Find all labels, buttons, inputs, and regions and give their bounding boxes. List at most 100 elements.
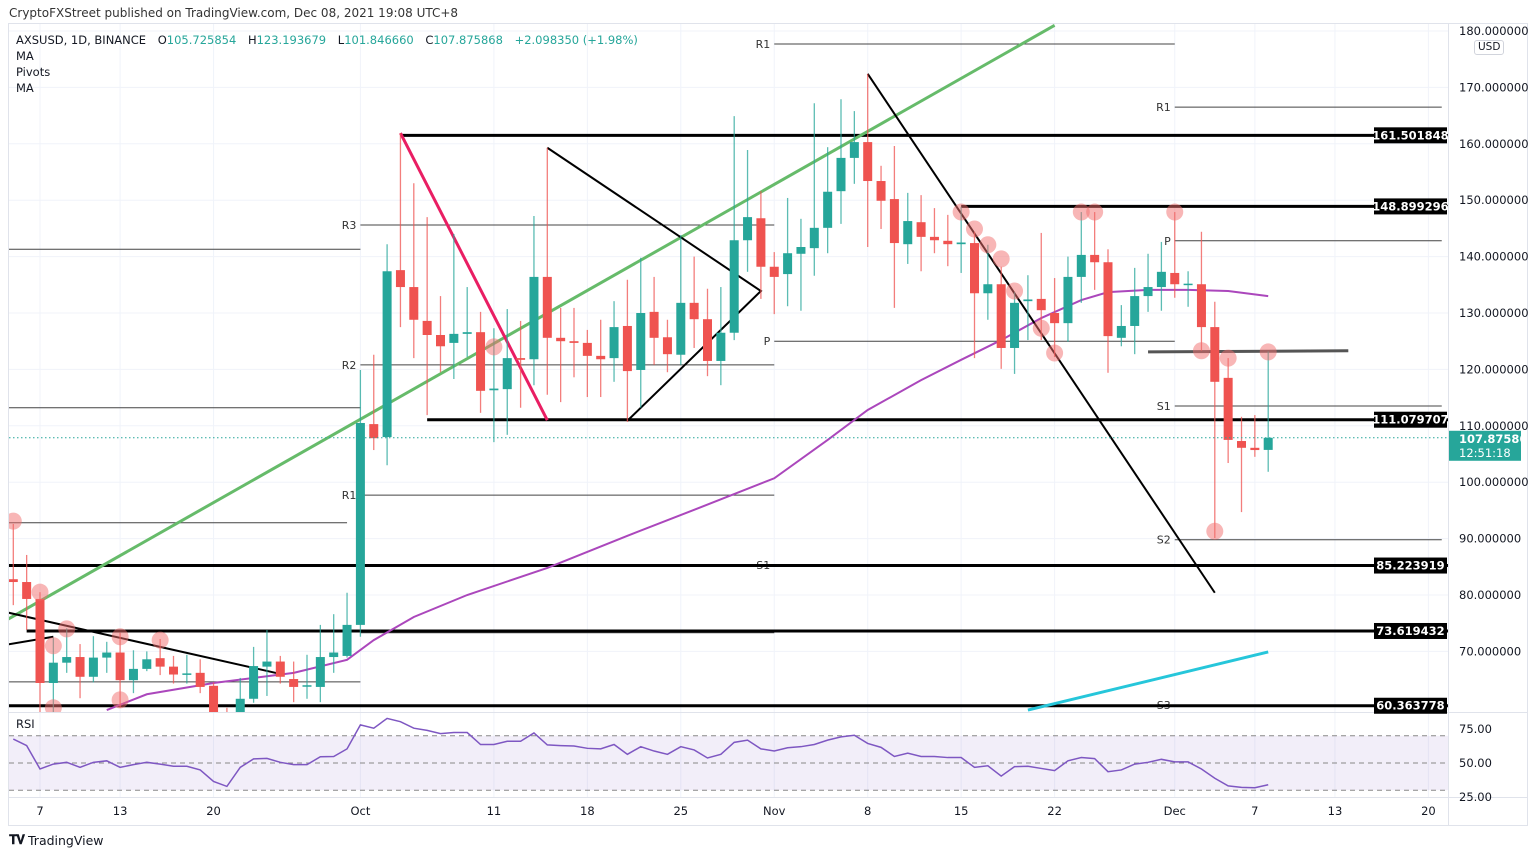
candle-body xyxy=(556,337,566,342)
candle-body xyxy=(382,271,392,438)
candle xyxy=(809,103,819,276)
symbol-label[interactable]: AXSUSD, 1D, BINANCE xyxy=(16,33,147,47)
candle-body xyxy=(609,327,619,359)
trendline xyxy=(9,611,281,675)
y-tick-label: 160.000000 xyxy=(1459,137,1529,151)
pivot-label: R1 xyxy=(756,38,771,51)
candle xyxy=(849,111,859,184)
highlight-circle xyxy=(44,699,62,712)
y-tick-label: 140.000000 xyxy=(1459,250,1529,264)
candle xyxy=(662,319,672,373)
candle xyxy=(1023,275,1033,341)
tradingview-logo-icon: 𝐓𝐕 xyxy=(9,833,25,848)
candle xyxy=(703,288,712,377)
candle-body xyxy=(649,311,659,338)
y-tick-label: 100.000000 xyxy=(1459,475,1529,489)
open-value: 105.725854 xyxy=(166,33,237,47)
candle-body xyxy=(9,579,18,583)
price-pane[interactable]: R3R2R1R1PS1R1PS1S2S3 xyxy=(0,24,1448,753)
candle-body xyxy=(409,287,419,320)
pivot-label: S2 xyxy=(1157,534,1171,547)
candle-body xyxy=(449,333,459,343)
chart-legend: AXSUSD, 1D, BINANCE O105.725854 H123.193… xyxy=(16,32,638,96)
high-value: 123.193679 xyxy=(256,33,327,47)
candle xyxy=(302,654,312,699)
candle xyxy=(128,650,138,694)
candle-body xyxy=(903,221,913,245)
level-price-label: 73.619432 xyxy=(1376,624,1444,638)
change-value: +2.098350 (+1.98%) xyxy=(514,33,638,47)
chart-frame xyxy=(8,23,1528,826)
candle-body xyxy=(88,657,98,677)
candle-body xyxy=(743,217,753,241)
candle-body xyxy=(462,332,472,334)
highlight-circle xyxy=(992,250,1010,268)
highlight-circle xyxy=(151,631,169,649)
level-price-badge xyxy=(1374,697,1447,714)
candle-body xyxy=(102,652,112,658)
candle-body xyxy=(916,222,926,237)
candle xyxy=(916,195,926,272)
candle xyxy=(169,655,178,684)
candle-body xyxy=(209,685,219,712)
candle xyxy=(729,116,739,341)
candle xyxy=(1183,271,1193,307)
candle-body xyxy=(929,236,939,241)
candle xyxy=(1250,415,1260,457)
candle-body xyxy=(783,253,793,275)
candle-body xyxy=(943,240,953,245)
brand-name: TradingView xyxy=(28,833,104,848)
candle-body xyxy=(996,284,1006,348)
x-tick-label: Dec xyxy=(1164,804,1186,818)
indicator-ma-1[interactable]: MA xyxy=(16,49,34,63)
highlight-circle xyxy=(1219,349,1237,367)
low-label: L xyxy=(337,33,345,47)
candle xyxy=(249,646,259,703)
level-price-label: 60.363778 xyxy=(1376,699,1444,713)
current-price-label: 107.875868 xyxy=(1459,432,1535,446)
candle-body xyxy=(622,325,632,372)
candle xyxy=(1170,212,1180,298)
y-tick-label: 130.000000 xyxy=(1459,306,1529,320)
x-tick-label: 7 xyxy=(36,804,43,818)
candle-body xyxy=(436,334,445,347)
candle xyxy=(876,165,886,229)
candle-body xyxy=(22,582,32,599)
moving-average-line xyxy=(106,288,1269,711)
open-label: O xyxy=(157,33,167,47)
candle-body xyxy=(289,679,299,687)
candle xyxy=(796,218,806,311)
candle xyxy=(462,287,472,357)
candle-body xyxy=(756,218,766,267)
indicator-pivots[interactable]: Pivots xyxy=(16,65,51,79)
candle-body xyxy=(1250,447,1260,451)
candle xyxy=(1010,292,1020,374)
candle xyxy=(863,73,873,248)
highlight-circle xyxy=(485,338,503,356)
candle-body xyxy=(636,313,646,370)
highlight-circle xyxy=(1192,342,1210,360)
y-tick-label: 120.000000 xyxy=(1459,362,1529,376)
currency-badge[interactable]: USD xyxy=(1474,40,1505,55)
candle-body xyxy=(1237,441,1246,448)
x-tick-label: 13 xyxy=(1328,804,1343,818)
low-value: 101.846660 xyxy=(344,33,414,47)
candle-body xyxy=(542,276,552,338)
indicator-ma-2[interactable]: MA xyxy=(16,81,34,95)
trendline xyxy=(1148,349,1349,354)
level-price-badge xyxy=(1374,557,1447,574)
candle xyxy=(996,266,1006,369)
trendline xyxy=(399,132,549,421)
candle-body xyxy=(1210,327,1220,382)
candle xyxy=(502,309,512,435)
candle xyxy=(903,192,913,264)
candle xyxy=(983,244,993,320)
candle-body xyxy=(182,673,192,675)
candle-body xyxy=(249,666,259,699)
level-price-badge xyxy=(1374,411,1447,428)
pivot-label: R1 xyxy=(342,489,357,502)
candle-body xyxy=(1076,254,1086,277)
rsi-tick-label: 25.00 xyxy=(1459,790,1492,804)
candle-body xyxy=(716,332,726,361)
